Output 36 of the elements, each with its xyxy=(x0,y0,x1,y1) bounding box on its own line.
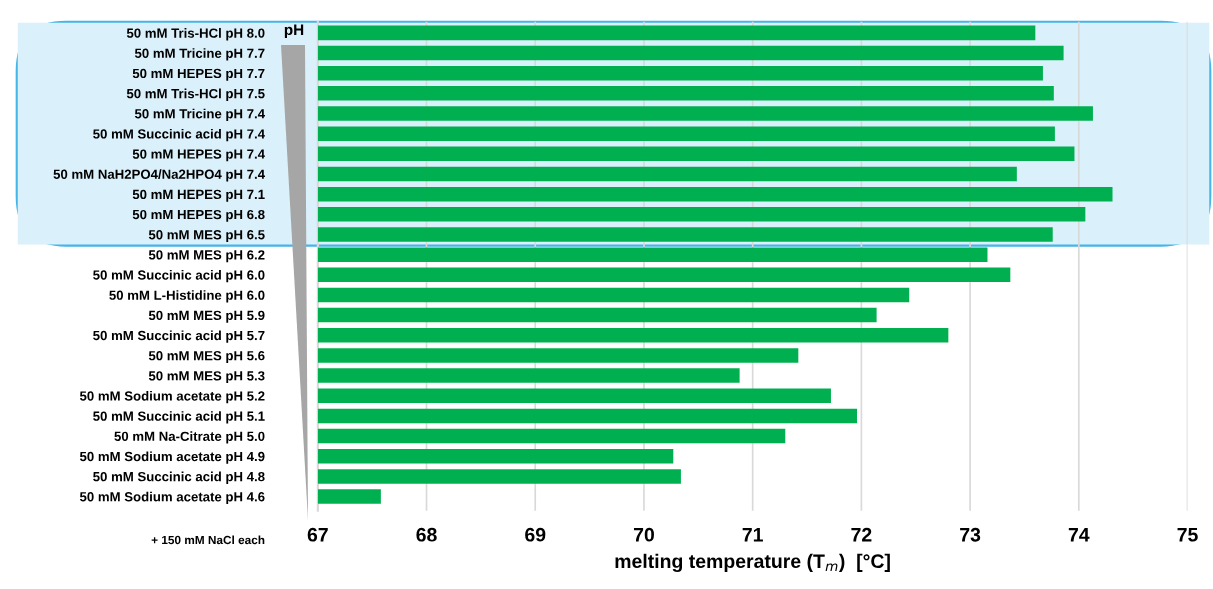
x-tick-label: 71 xyxy=(742,528,763,542)
y-tick-label: 50 mM Na-Citrate pH 5.0 xyxy=(114,431,265,444)
y-tick-label: 50 mM Sodium acetate pH 5.2 xyxy=(79,390,265,404)
text: + 150 mM NaCl each xyxy=(151,535,265,545)
text: pH xyxy=(284,24,304,39)
y-tick-label: 50 mM HEPES pH 7.7 xyxy=(132,68,265,81)
y-tick-label: 50 mM Tricine pH 7.7 xyxy=(134,48,265,61)
y-tick-label: 50 mM Succinic acid pH 5.7 xyxy=(93,330,265,343)
x-tick-label: 69 xyxy=(525,527,546,542)
y-tick-label: 50 mM MES pH 6.5 xyxy=(148,230,265,242)
y-tick-label: 50 mM Tris-HCl pH 7.5 xyxy=(126,88,265,101)
x-tick-label: 68 xyxy=(416,527,437,542)
x-tick-label: 74 xyxy=(1068,528,1090,542)
y-tick-label: 50 mM Succinic acid pH 7.4 xyxy=(93,128,265,142)
y-tick-label: 50 mM HEPES pH 6.8 xyxy=(132,209,265,222)
y-tick-label: 50 mM HEPES pH 7.1 xyxy=(132,189,265,202)
y-tick-label: 50 mM Tris-HCl pH 8.0 xyxy=(126,28,265,41)
y-tick-label: 50 mM MES pH 5.3 xyxy=(148,371,265,384)
y-tick-label: 50 mM Succinic acid pH 4.8 xyxy=(93,471,265,484)
x-tick-label: 72 xyxy=(851,527,872,542)
y-tick-label: 50 mM Succinic acid pH 5.1 xyxy=(93,411,265,424)
y-tick-label: 50 mM L-Histidine pH 6.0 xyxy=(109,290,265,303)
x-axis-title: melting temperature (T$_{m}$) [°C] xyxy=(615,553,890,572)
x-tick-label: 73 xyxy=(960,527,981,542)
y-tick-label: 50 mM MES pH 5.9 xyxy=(148,310,265,323)
y-tick-label: 50 mM Sodium acetate pH 4.9 xyxy=(79,451,265,464)
x-tick-label: 70 xyxy=(633,527,654,542)
y-tick-label: 50 mM Succinic acid pH 6.0 xyxy=(93,270,265,283)
x-tick-label: 67 xyxy=(307,527,328,542)
y-tick-label: 50 mM Sodium acetate pH 4.6 xyxy=(79,491,265,505)
y-tick-label: 50 mM NaH2PO4/Na2HPO4 pH 7.4 xyxy=(53,169,265,182)
y-tick-label: 50 mM Tricine pH 7.4 xyxy=(134,108,265,122)
y-tick-label: 50 mM MES pH 5.6 xyxy=(148,351,265,363)
y-tick-label: 50 mM MES pH 6.2 xyxy=(148,250,265,263)
y-tick-label: 50 mM HEPES pH 7.4 xyxy=(132,149,265,162)
x-tick-label: 75 xyxy=(1177,528,1198,542)
